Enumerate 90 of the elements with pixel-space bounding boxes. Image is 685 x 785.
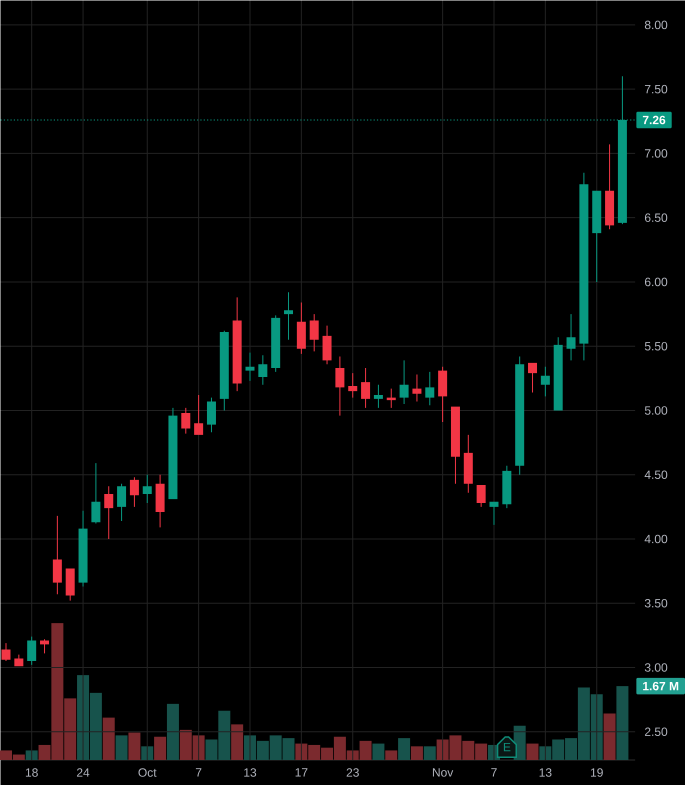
candlestick bbox=[66, 568, 75, 601]
candlestick bbox=[579, 172, 588, 360]
candlestick bbox=[78, 510, 88, 587]
x-tick-label: 24 bbox=[76, 768, 90, 777]
candlestick bbox=[554, 337, 563, 410]
x-tick-label: 23 bbox=[346, 768, 359, 777]
candlestick bbox=[502, 466, 512, 508]
candlestick bbox=[245, 352, 254, 381]
candlestick bbox=[528, 362, 537, 392]
x-tick-label: Oct bbox=[138, 768, 156, 777]
bar bbox=[604, 713, 616, 760]
x-tick-label: Nov bbox=[432, 768, 454, 777]
y-tick-label: 4.50 bbox=[644, 470, 668, 479]
y-tick-label: 8.00 bbox=[644, 20, 668, 30]
candlestick bbox=[206, 398, 216, 432]
x-tick-label: 13 bbox=[540, 768, 552, 777]
text: 1.67 M bbox=[643, 682, 678, 690]
x-tick-label: 17 bbox=[296, 768, 308, 777]
candlestick bbox=[361, 368, 370, 408]
candlestick bbox=[142, 474, 152, 503]
candlestick bbox=[232, 297, 242, 392]
candlestick bbox=[117, 484, 126, 521]
candlestick bbox=[156, 474, 165, 528]
candlestick bbox=[400, 360, 409, 404]
x-tick-label: 19 bbox=[590, 768, 603, 777]
candlestick bbox=[566, 314, 576, 360]
bar bbox=[410, 746, 423, 760]
bar bbox=[398, 738, 410, 760]
annotation: E bbox=[504, 742, 510, 752]
bar bbox=[424, 746, 436, 760]
candlestick bbox=[425, 372, 434, 406]
candlestick bbox=[476, 484, 486, 507]
candlestick bbox=[27, 636, 36, 665]
y-tick-label: 3.50 bbox=[644, 598, 668, 608]
bar bbox=[372, 744, 384, 760]
candlestick bbox=[348, 373, 358, 398]
candlestick bbox=[386, 388, 396, 408]
bar bbox=[154, 736, 166, 760]
y-tick-label: 5.50 bbox=[644, 342, 668, 350]
x-tick-label: 7 bbox=[491, 768, 497, 777]
candlestick bbox=[220, 330, 229, 410]
y-tick-label: 7.50 bbox=[644, 84, 668, 94]
candlestick bbox=[464, 434, 473, 493]
y-tick-label: 3.00 bbox=[644, 663, 668, 672]
candlestick bbox=[438, 366, 448, 422]
bar bbox=[166, 704, 179, 760]
bar bbox=[102, 718, 115, 760]
candlestick bbox=[271, 315, 280, 372]
y-tick-label: 2.50 bbox=[644, 727, 668, 736]
candlestick bbox=[91, 463, 100, 524]
candlestick bbox=[52, 516, 62, 594]
candlestick bbox=[40, 639, 49, 654]
candlestick bbox=[605, 144, 614, 230]
candlestick bbox=[335, 356, 344, 416]
y-tick-label: 6.00 bbox=[644, 278, 668, 286]
candlestick bbox=[284, 292, 293, 340]
x-tick-label: 13 bbox=[244, 768, 256, 777]
candlestick bbox=[592, 190, 602, 282]
y-tick-label: 4.00 bbox=[644, 534, 668, 544]
candlestick bbox=[130, 477, 139, 507]
candlestick bbox=[515, 356, 524, 475]
bar bbox=[116, 735, 128, 760]
candlestick bbox=[540, 366, 550, 396]
candlestick bbox=[450, 406, 460, 484]
x-tick-label: 18 bbox=[26, 768, 38, 777]
bar bbox=[231, 724, 244, 760]
ref-line-label: 7.26 bbox=[642, 116, 666, 124]
bar bbox=[385, 750, 398, 760]
y-tick-label: 5.00 bbox=[644, 406, 668, 415]
candlestick bbox=[412, 374, 422, 402]
bar bbox=[26, 750, 38, 760]
y-tick-label: 7.00 bbox=[644, 149, 668, 158]
bar bbox=[526, 744, 538, 760]
candlestick bbox=[374, 384, 383, 408]
candlestick bbox=[310, 314, 319, 352]
bar bbox=[141, 746, 154, 760]
candlestick bbox=[489, 502, 498, 525]
candlestick bbox=[296, 302, 306, 354]
bar bbox=[616, 686, 628, 760]
candlestick bbox=[1, 643, 10, 662]
candlestick bbox=[14, 654, 24, 666]
x-tick-label: 7 bbox=[196, 768, 202, 777]
candlestick bbox=[104, 486, 114, 539]
bar bbox=[128, 732, 140, 760]
y-tick-label: 6.50 bbox=[644, 213, 668, 222]
candlestick bbox=[181, 408, 190, 434]
candlestick bbox=[258, 355, 268, 385]
candlestick bbox=[194, 395, 204, 435]
candlestick bbox=[168, 408, 178, 500]
candlestick bbox=[322, 326, 332, 364]
